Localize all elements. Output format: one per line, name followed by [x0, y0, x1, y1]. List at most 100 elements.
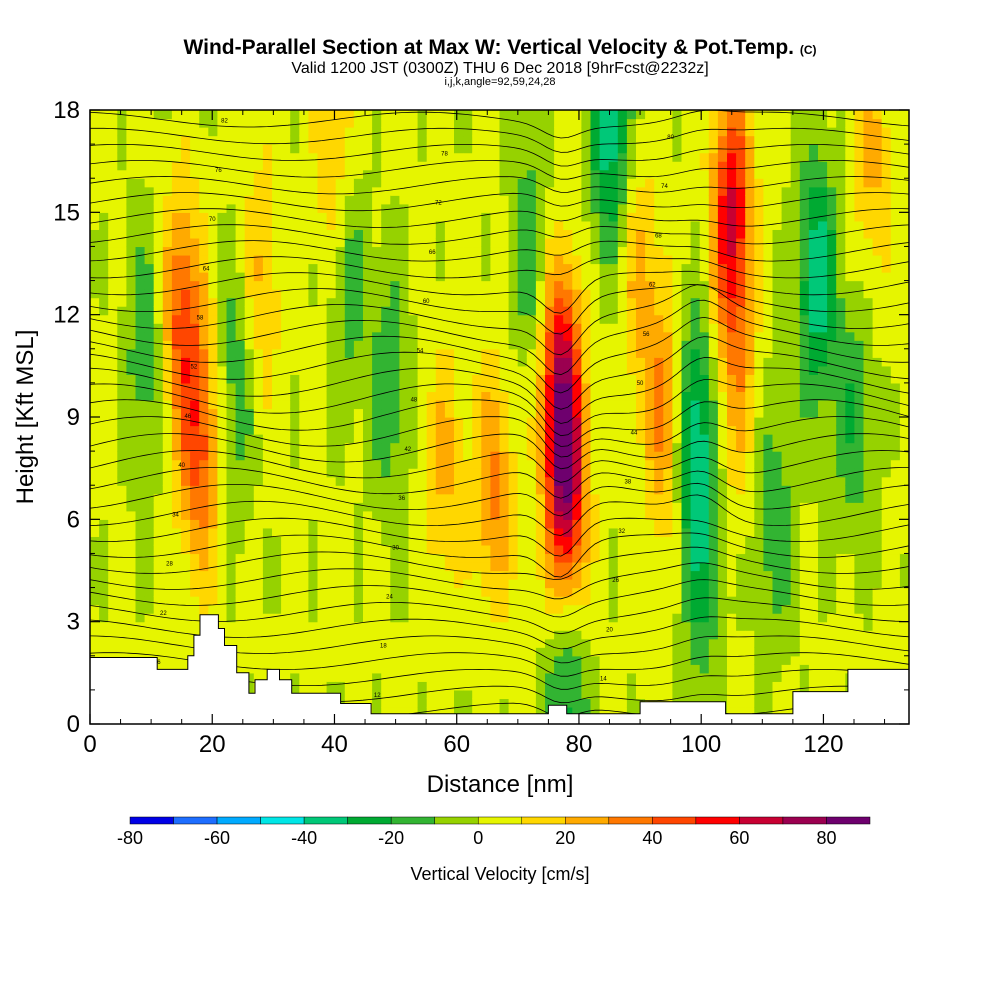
chart-title: Wind-Parallel Section at Max W: Vertical…	[183, 36, 817, 59]
theta-contour-label: 20	[606, 627, 613, 633]
terrain-mask	[90, 614, 909, 724]
copyright-mark: (C)	[799, 43, 817, 57]
theta-contour-label: 54	[417, 348, 424, 354]
theta-contour	[90, 357, 909, 424]
theta-contour-label: 52	[191, 365, 198, 371]
colorbar-tick-label: 60	[729, 828, 749, 848]
theta-contour	[90, 416, 909, 458]
theta-contour	[90, 450, 909, 483]
colorbar-swatch	[434, 816, 479, 825]
valid-time-line: Valid 1200 JST (0300Z) THU 6 Dec 2018 [9…	[291, 60, 709, 77]
velocity-field	[90, 110, 909, 724]
theta-contours: 1012141618202224262830323436384042444648…	[90, 110, 909, 719]
theta-contour-label: 32	[618, 529, 625, 535]
theta-contour-label: 26	[612, 578, 619, 584]
theta-contour	[90, 532, 909, 578]
theta-contour	[90, 208, 909, 228]
theta-contour-label: 22	[160, 611, 167, 617]
colorbar-swatch	[782, 816, 827, 825]
colorbar: -80 -60 -40 -20 0 20 40 60 80	[117, 816, 871, 848]
theta-contour	[90, 517, 909, 557]
theta-contour	[90, 224, 909, 245]
y-tick-label: 18	[53, 97, 80, 124]
theta-contour-label: 46	[184, 414, 191, 420]
theta-contour-label: 38	[625, 480, 632, 486]
colorbar-tick-label: 80	[816, 828, 836, 848]
colorbar-swatch	[303, 816, 348, 825]
theta-contour	[90, 270, 909, 314]
theta-contour	[90, 597, 909, 635]
theta-contour	[90, 546, 909, 580]
theta-contour-label: 70	[209, 217, 216, 223]
colorbar-tick-label: 40	[642, 828, 662, 848]
x-tick-label: 120	[803, 731, 843, 758]
theta-contour-label: 78	[441, 151, 448, 157]
colorbar-label: Vertical Velocity [cm/s]	[410, 864, 589, 884]
colorbar-swatch	[565, 816, 610, 825]
theta-contour	[90, 562, 909, 600]
theta-contour-label: 72	[435, 201, 442, 207]
theta-contour	[90, 110, 909, 139]
theta-contour	[90, 284, 909, 356]
x-tick-label: 40	[321, 731, 348, 758]
theta-contour-label: 50	[637, 381, 644, 387]
theta-contour-label: 42	[404, 447, 411, 453]
section-indices: i,j,k,angle=92,59,24,28	[444, 76, 556, 88]
theta-contour	[90, 284, 909, 335]
theta-contour-label: 74	[661, 184, 668, 190]
colorbar-swatch	[390, 816, 435, 825]
colorbar-swatch	[695, 816, 740, 825]
theta-contour-label: 48	[411, 398, 418, 404]
theta-contour	[90, 336, 909, 410]
colorbar-tick-label: 0	[473, 828, 483, 848]
theta-contour	[90, 467, 909, 499]
theta-contour	[90, 240, 909, 262]
colorbar-swatch	[477, 816, 523, 825]
y-tick-label: 0	[67, 711, 80, 738]
theta-contour	[90, 316, 909, 394]
x-tick-label: 20	[199, 731, 226, 758]
colorbar-swatch	[260, 816, 305, 825]
theta-contour	[90, 299, 909, 376]
theta-contour-label: 62	[649, 283, 656, 289]
y-tick-label: 15	[53, 199, 80, 226]
theta-contour-label: 28	[166, 562, 173, 568]
theta-contour	[90, 494, 909, 536]
theta-contour-label: 80	[667, 135, 674, 141]
colorbar-swatch	[521, 816, 566, 825]
x-tick-label: 80	[566, 731, 593, 758]
x-axis-label: Distance [nm]	[427, 771, 574, 798]
theta-contour	[90, 399, 909, 447]
theta-contour-label: 68	[655, 233, 662, 239]
theta-contour-label: 58	[197, 316, 204, 322]
colorbar-swatch	[347, 816, 392, 825]
theta-contour-label: 14	[600, 677, 607, 683]
theta-contour	[90, 192, 909, 212]
colorbar-swatch	[826, 816, 871, 825]
theta-contour-label: 60	[423, 299, 430, 305]
theta-contour-label: 82	[221, 119, 228, 125]
theta-contour	[90, 144, 909, 167]
theta-contour-label: 24	[386, 594, 393, 600]
theta-contour-label: 64	[203, 266, 210, 272]
colorbar-swatch	[739, 816, 784, 825]
y-tick-label: 6	[67, 506, 80, 533]
theta-contour-label: 18	[380, 644, 387, 650]
theta-contour-label: 66	[429, 250, 436, 256]
x-tick-label: 60	[443, 731, 470, 758]
y-tick-label: 3	[67, 609, 80, 636]
theta-contour	[90, 256, 909, 279]
colorbar-swatch	[216, 816, 261, 825]
theta-contour-label: 44	[631, 430, 638, 436]
theta-contour	[90, 379, 909, 437]
theta-contour	[90, 616, 909, 650]
y-tick-label: 9	[67, 404, 80, 431]
theta-contour	[90, 482, 909, 517]
x-tick-label: 100	[681, 731, 721, 758]
theta-contour-label: 34	[172, 512, 179, 518]
colorbar-swatch	[608, 816, 653, 825]
colorbar-tick-label: -80	[117, 828, 143, 848]
theta-contour	[90, 159, 909, 180]
